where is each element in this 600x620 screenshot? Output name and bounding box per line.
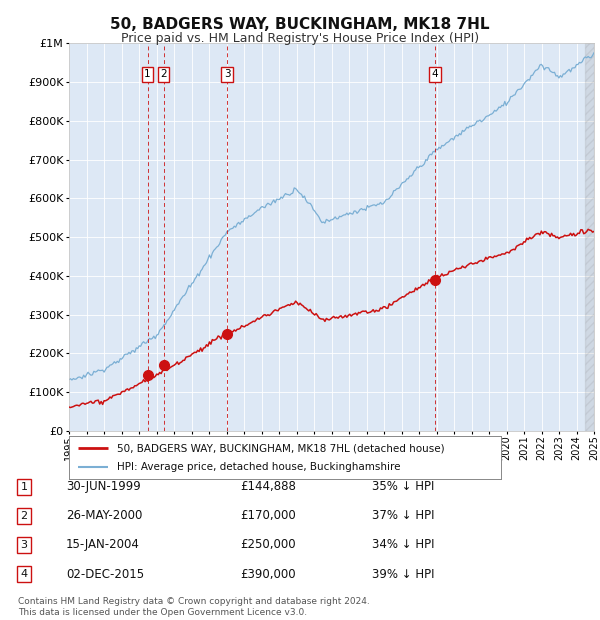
Text: Price paid vs. HM Land Registry's House Price Index (HPI): Price paid vs. HM Land Registry's House … [121,32,479,45]
Text: 30-JUN-1999: 30-JUN-1999 [66,480,141,493]
Text: 50, BADGERS WAY, BUCKINGHAM, MK18 7HL: 50, BADGERS WAY, BUCKINGHAM, MK18 7HL [110,17,490,32]
Text: 4: 4 [432,69,439,79]
Text: Contains HM Land Registry data © Crown copyright and database right 2024.
This d: Contains HM Land Registry data © Crown c… [18,598,370,617]
Text: 39% ↓ HPI: 39% ↓ HPI [372,568,434,580]
Text: 02-DEC-2015: 02-DEC-2015 [66,568,144,580]
Text: £390,000: £390,000 [240,568,296,580]
Text: 3: 3 [224,69,230,79]
Text: £170,000: £170,000 [240,510,296,522]
Text: HPI: Average price, detached house, Buckinghamshire: HPI: Average price, detached house, Buck… [116,462,400,472]
Text: 3: 3 [20,540,28,550]
Text: 35% ↓ HPI: 35% ↓ HPI [372,480,434,493]
Text: 15-JAN-2004: 15-JAN-2004 [66,539,140,551]
Text: 50, BADGERS WAY, BUCKINGHAM, MK18 7HL (detached house): 50, BADGERS WAY, BUCKINGHAM, MK18 7HL (d… [116,443,444,453]
Text: 2: 2 [20,511,28,521]
Text: 4: 4 [20,569,28,579]
Text: 26-MAY-2000: 26-MAY-2000 [66,510,142,522]
Text: 2: 2 [160,69,167,79]
Text: 37% ↓ HPI: 37% ↓ HPI [372,510,434,522]
Text: 1: 1 [144,69,151,79]
Text: £250,000: £250,000 [240,539,296,551]
Text: 1: 1 [20,482,28,492]
Text: 34% ↓ HPI: 34% ↓ HPI [372,539,434,551]
Text: £144,888: £144,888 [240,480,296,493]
